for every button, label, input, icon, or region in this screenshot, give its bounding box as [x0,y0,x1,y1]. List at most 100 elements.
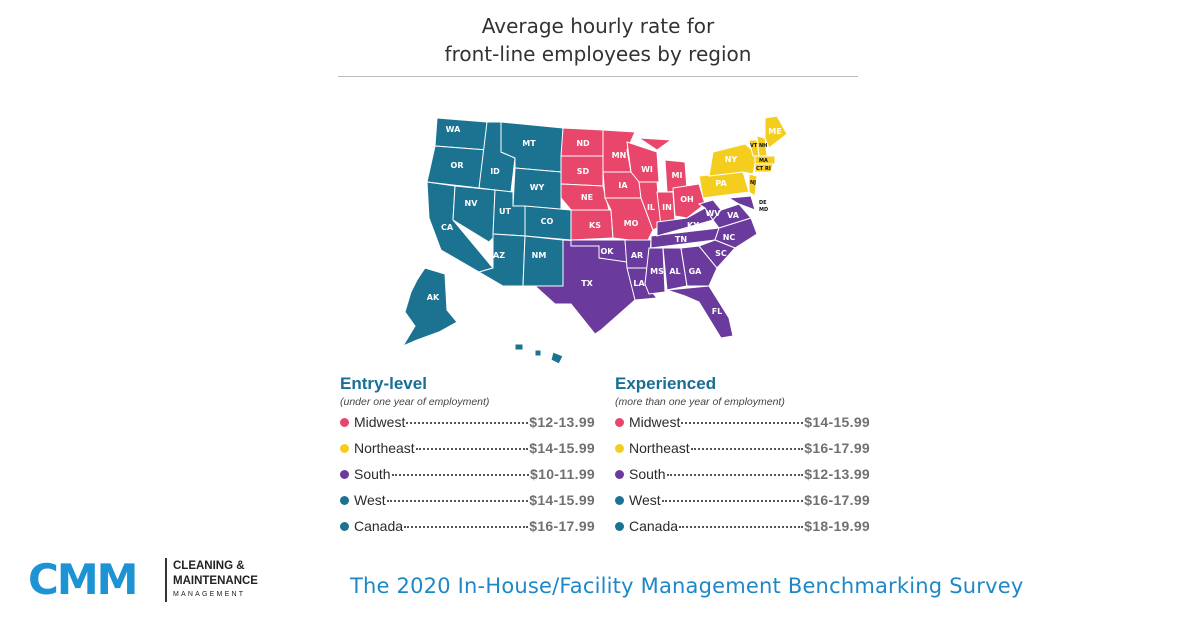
label-WY: WY [530,183,545,192]
region-name: Canada [629,518,679,534]
label-DE: DE [759,200,767,206]
state-NY [708,143,758,177]
experienced-heading: Experienced [615,374,717,393]
hawaii-islands [514,343,564,365]
region-color-dot [615,522,624,531]
cmm-logo: CMM CLEANING & MAINTENANCE MANAGEMENT [28,556,278,604]
region-color-dot [615,470,624,479]
logo-line2: MAINTENANCE [173,575,258,587]
label-CA: CA [441,223,454,232]
label-MA: MA [759,158,768,164]
state-NV [452,185,496,243]
label-FL: FL [712,307,723,316]
rate-value: $16-17.99 [804,440,870,456]
label-GA: GA [689,267,703,276]
rate-value: $14-15.99 [529,440,595,456]
state-FL [666,285,734,339]
label-NE: NE [581,193,593,202]
label-NH: NH [759,143,767,149]
state-MN [602,129,636,173]
experienced-subheading: (more than one year of employment) [615,396,785,408]
state-OH [672,183,706,219]
state-SC [698,239,736,269]
label-OR: OR [451,161,464,170]
entry-level-subheading: (under one year of employment) [340,396,490,408]
label-TN: TN [675,235,687,244]
legend-row-south: South $10-11.99 [340,466,595,492]
state-ME [764,115,788,149]
label-AK: AK [427,293,440,302]
logo-line3: MANAGEMENT [173,591,246,598]
label-MS: MS [650,267,664,276]
label-NV: NV [465,199,479,208]
dot-leader [386,500,529,502]
dot-leader [681,422,804,424]
label-LA: LA [633,279,645,288]
label-ND: ND [576,139,590,148]
region-color-dot [615,444,624,453]
label-OK: OK [601,247,615,256]
label-TX: TX [581,279,593,288]
us-region-map: WA OR CA ID NV MT WY UT CO AZ NM AK ND S… [401,115,788,365]
label-VT: VT [750,143,758,149]
state-CT-RI [754,163,774,173]
survey-title: The 2020 In-House/Facility Management Be… [350,574,1024,598]
label-CT: CT [756,166,764,172]
region-name: South [354,466,391,482]
region-name: Northeast [629,440,690,456]
rate-value: $10-11.99 [530,466,595,482]
label-MI: MI [672,171,683,180]
label-MO: MO [624,219,639,228]
region-name: Midwest [629,414,681,430]
label-MD: MD [759,207,768,213]
state-WA [434,117,488,151]
region-color-dot [615,496,624,505]
rate-value: $14-15.99 [804,414,870,430]
chart-title-line2: front-line employees by region [444,42,752,66]
legend-row-canada: Canada $18-19.99 [615,518,870,544]
legend-row-northeast: Northeast $14-15.99 [340,440,595,466]
region-name: Canada [354,518,404,534]
legend-row-midwest: Midwest $12-13.99 [340,414,595,440]
chart-title: Average hourly rate for front-line emplo… [338,12,858,68]
label-NJ: NJ [750,180,756,186]
label-WI: WI [641,165,653,174]
title-divider [338,76,858,77]
dot-leader [661,500,804,502]
label-SC: SC [715,249,727,258]
label-UT: UT [499,207,511,216]
label-KS: KS [589,221,601,230]
region-name: South [629,466,666,482]
region-color-dot [340,418,349,427]
label-CO: CO [541,217,554,226]
state-GA [680,245,718,287]
label-VA: VA [727,211,740,220]
rate-value: $12-13.99 [804,466,870,482]
legend-row-south: South $12-13.99 [615,466,870,492]
dot-leader [404,526,529,528]
state-MS [644,247,666,295]
label-AR: AR [631,251,643,260]
label-AZ: AZ [493,251,505,260]
dot-leader [406,422,529,424]
dot-leader [666,474,804,476]
region-color-dot [340,522,349,531]
region-color-dot [615,418,624,427]
dot-leader [415,448,529,450]
dot-leader [679,526,804,528]
entry-level-legend: Entry-level (under one year of employmen… [340,374,595,544]
label-IL: IL [647,203,655,212]
region-color-dot [340,470,349,479]
label-IN: IN [662,203,672,212]
label-OH: OH [680,195,694,204]
label-SD: SD [577,167,590,176]
state-NJ [748,173,758,197]
legend-row-west: West $14-15.99 [340,492,595,518]
label-WA: WA [446,125,461,134]
region-name: West [629,492,661,508]
state-MA [754,155,776,165]
state-AK [401,267,458,348]
entry-level-heading: Entry-level [340,374,427,393]
region-name: West [354,492,386,508]
dot-leader [391,474,530,476]
